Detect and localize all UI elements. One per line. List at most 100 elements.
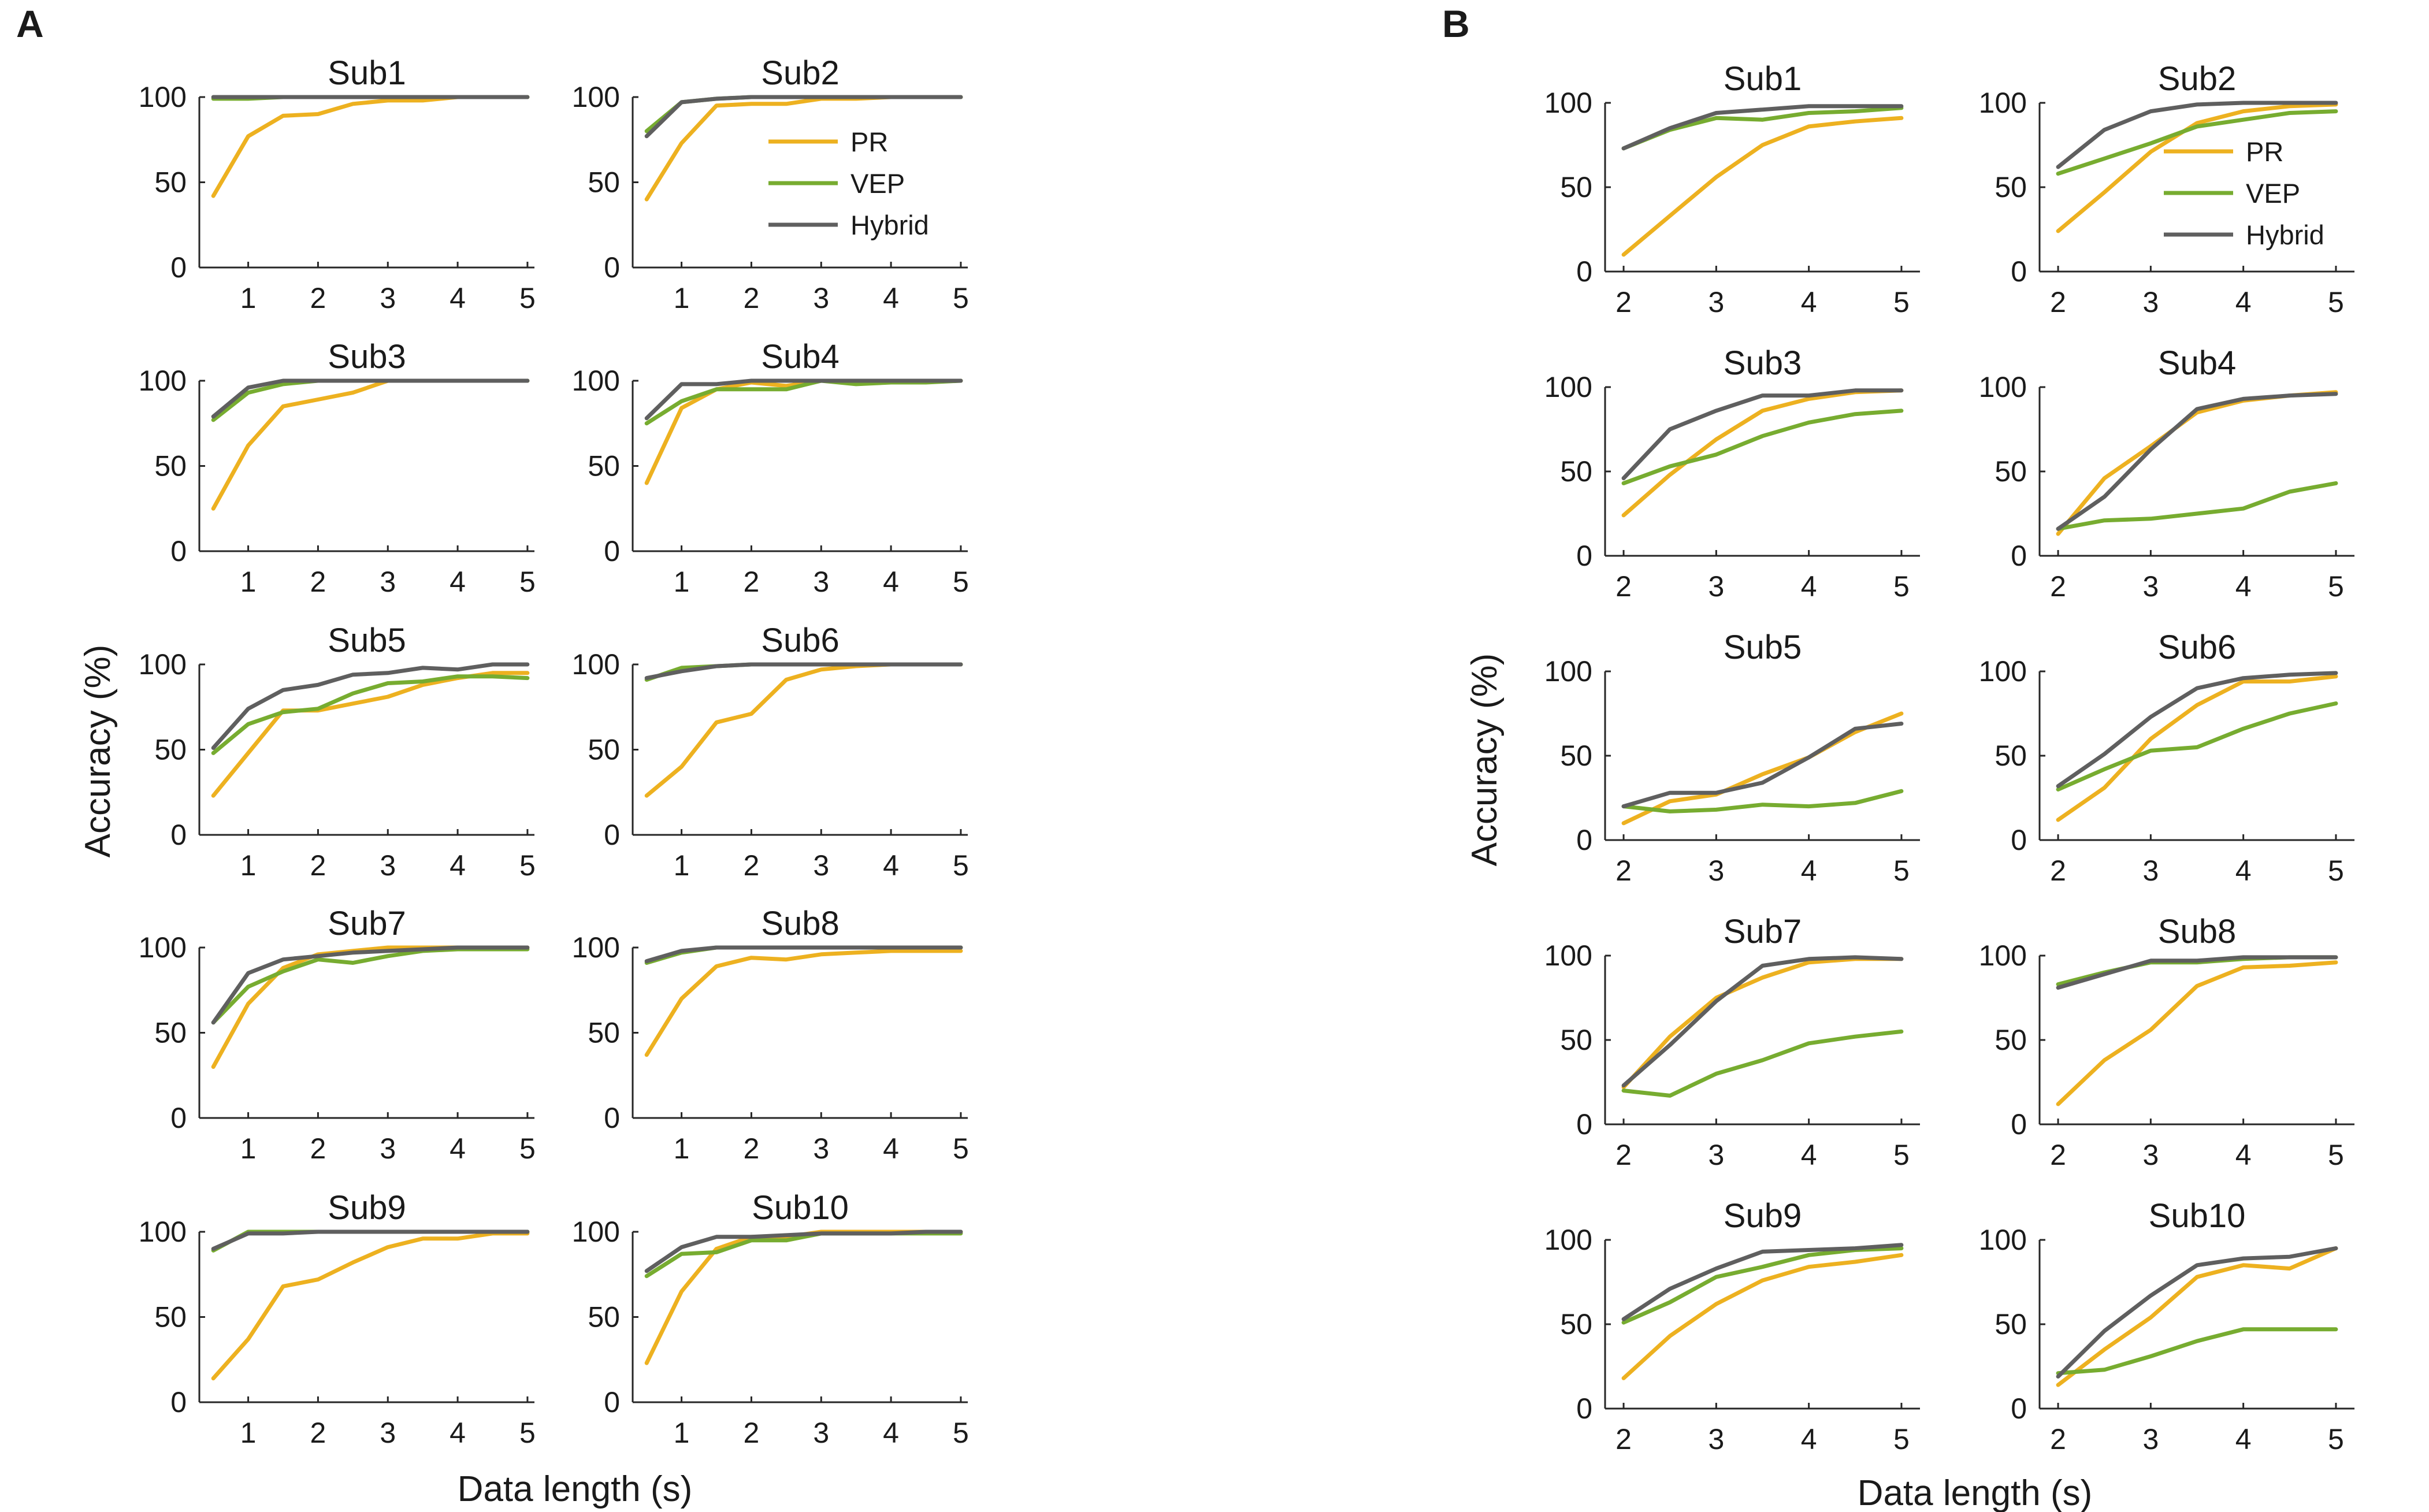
x-tick-label: 1 (674, 282, 690, 314)
y-tick-label: 50 (1995, 171, 2027, 203)
y-tick-label: 0 (1576, 1108, 1592, 1140)
x-tick-label: 4 (2235, 570, 2252, 603)
x-tick-label: 3 (380, 282, 396, 314)
y-tick-label: 0 (2011, 1392, 2027, 1425)
series-line-vep (211, 674, 530, 755)
y-axis-label: Accuracy (%) (1465, 653, 1505, 867)
x-tick-label: 2 (2050, 1139, 2066, 1171)
y-tick-label: 50 (1560, 1024, 1592, 1056)
y-tick-label: 100 (1979, 371, 2027, 403)
x-axis-label: Data length (s) (458, 1469, 693, 1509)
y-tick-label: 50 (1995, 740, 2027, 772)
series-line-hybrid (211, 378, 530, 419)
x-tick-label: 5 (1893, 855, 1910, 887)
x-tick-label: 5 (953, 566, 969, 598)
series-line-hybrid (2056, 101, 2338, 169)
x-tick-label: 3 (2142, 1423, 2159, 1455)
y-tick-label: 0 (1576, 1392, 1592, 1425)
legend-label-vep: VEP (2246, 178, 2300, 209)
x-tick-label: 2 (310, 1132, 326, 1165)
series-line-hybrid (644, 95, 963, 139)
y-tick-label: 0 (604, 1386, 620, 1418)
x-tick-label: 2 (1615, 286, 1632, 318)
series-line-pr (211, 945, 530, 1069)
subplot-title: Sub4 (2158, 344, 2236, 382)
x-tick-label: 1 (674, 849, 690, 882)
y-tick-label: 0 (2011, 1108, 2027, 1140)
x-tick-label: 5 (1893, 570, 1910, 603)
subplot-sub10: Sub10 0 50 100 2 3 4 5 (1979, 1197, 2354, 1455)
y-tick-label: 100 (572, 1216, 620, 1248)
y-tick-label: 0 (604, 251, 620, 284)
x-tick-label: 3 (813, 849, 829, 882)
y-tick-label: 100 (1979, 1224, 2027, 1256)
y-tick-label: 0 (170, 251, 187, 284)
y-tick-label: 0 (170, 819, 187, 851)
subplot-sub4: Sub4 0 50 100 2 3 4 5 (1979, 344, 2354, 603)
y-tick-label: 50 (1995, 455, 2027, 488)
x-tick-label: 3 (2142, 570, 2159, 603)
x-tick-label: 5 (2328, 1139, 2344, 1171)
series-line-hybrid (211, 945, 530, 1025)
x-tick-label: 3 (813, 282, 829, 314)
series-line-hybrid (1621, 104, 1904, 151)
y-tick-label: 100 (572, 931, 620, 964)
legend-label-hybrid: Hybrid (2246, 220, 2324, 250)
series-line-pr (211, 1231, 530, 1381)
subplot-title: Sub8 (2158, 913, 2236, 950)
x-tick-label: 4 (883, 1417, 899, 1449)
y-tick-label: 100 (572, 81, 620, 113)
series-line-pr (1621, 388, 1904, 518)
y-tick-label: 100 (1544, 655, 1592, 688)
x-tick-label: 3 (2142, 286, 2159, 318)
y-tick-label: 0 (604, 1102, 620, 1134)
series-line-hybrid (2056, 955, 2338, 990)
subplot-sub3: Sub3 0 50 100 1 2 3 4 5 (139, 338, 536, 598)
x-tick-label: 2 (744, 849, 760, 882)
y-tick-label: 50 (1560, 1308, 1592, 1340)
x-axis-label: Data length (s) (1858, 1473, 2093, 1512)
y-tick-label: 50 (588, 734, 620, 766)
x-tick-label: 2 (310, 566, 326, 598)
x-tick-label: 4 (450, 566, 466, 598)
series-line-vep (2056, 1327, 2338, 1376)
y-tick-label: 100 (1979, 655, 2027, 688)
subplot-sub8: Sub8 0 50 100 2 3 4 5 (1979, 913, 2354, 1171)
series-line-pr (2056, 1246, 2338, 1387)
subplot-sub9: Sub9 0 50 100 2 3 4 5 (1544, 1197, 1920, 1455)
y-tick-label: 100 (572, 365, 620, 397)
series-line-hybrid (1621, 722, 1904, 809)
series-line-vep (211, 947, 530, 1025)
x-tick-label: 4 (1801, 1423, 1817, 1455)
x-tick-label: 3 (813, 1417, 829, 1449)
x-tick-label: 5 (519, 849, 536, 882)
x-tick-label: 4 (450, 1417, 466, 1449)
panel-letter-A: A (16, 2, 44, 45)
y-tick-label: 0 (170, 1102, 187, 1134)
x-tick-label: 2 (744, 566, 760, 598)
y-tick-label: 100 (1544, 939, 1592, 972)
x-tick-label: 5 (2328, 1423, 2344, 1455)
x-tick-label: 4 (883, 1132, 899, 1165)
series-line-pr (1621, 711, 1904, 826)
y-tick-label: 100 (1979, 87, 2027, 119)
y-tick-label: 100 (1544, 371, 1592, 403)
subplot-sub2: Sub2 0 50 100 1 2 3 4 5 PR VEP Hybrid (572, 54, 969, 314)
series-line-pr (211, 378, 530, 511)
x-tick-label: 3 (813, 1132, 829, 1165)
y-tick-label: 100 (139, 81, 187, 113)
y-tick-label: 0 (604, 819, 620, 851)
series-line-hybrid (644, 1229, 963, 1273)
x-tick-label: 1 (240, 566, 257, 598)
x-tick-label: 1 (240, 1132, 257, 1165)
legend-label-hybrid: Hybrid (850, 210, 929, 240)
subplot-sub6: Sub6 0 50 100 2 3 4 5 (1979, 629, 2354, 887)
subplot-title: Sub3 (328, 338, 406, 376)
y-tick-label: 100 (139, 1216, 187, 1248)
subplot-sub5: Sub5 0 50 100 2 3 4 5 (1544, 629, 1920, 887)
x-tick-label: 2 (1615, 1423, 1632, 1455)
y-tick-label: 50 (154, 166, 187, 199)
x-tick-label: 5 (1893, 1139, 1910, 1171)
